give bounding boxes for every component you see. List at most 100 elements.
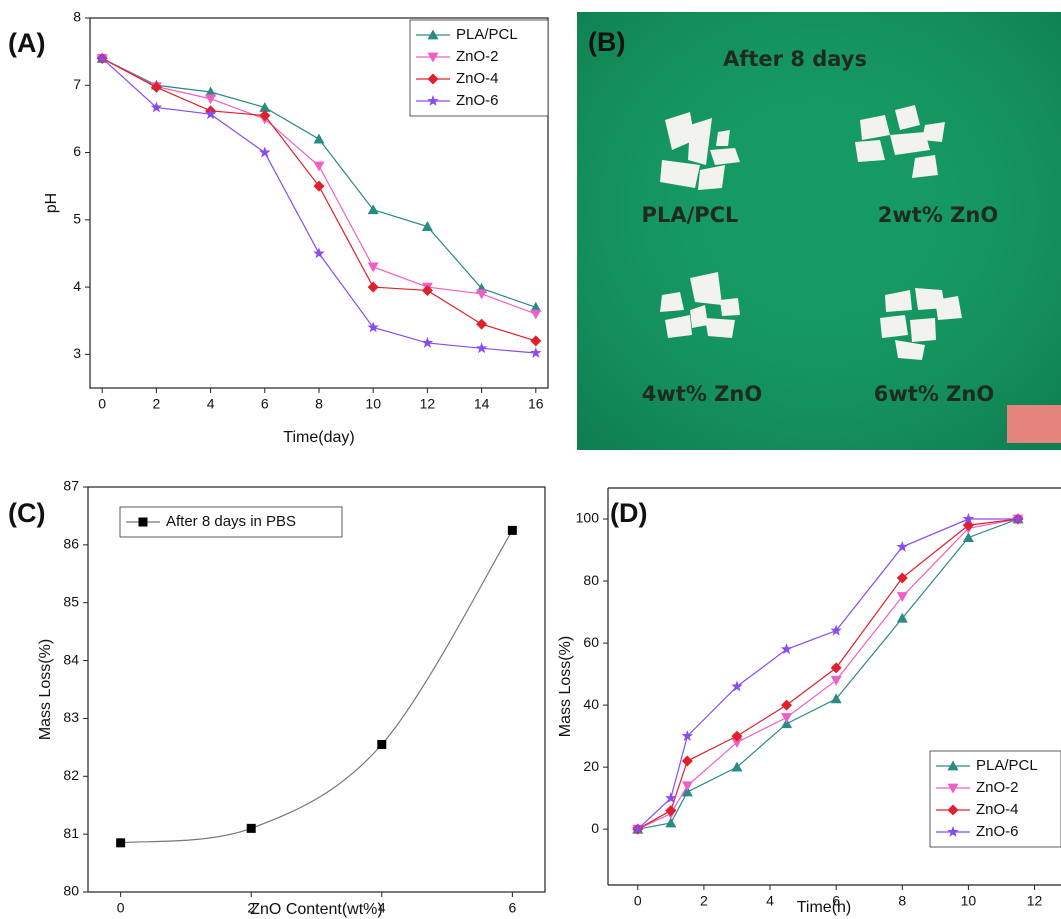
chart-panel: (A) 0 2 4 6 8 10 12 14 16 3 4 5 6 7 8 Time(day) pH PLA/PCL… <box>8 9 549 446</box>
marker <box>632 823 644 835</box>
marker <box>96 52 108 64</box>
sample-label: 6wt% ZnO <box>874 382 994 406</box>
marker <box>377 739 387 749</box>
fragment <box>688 118 712 165</box>
legend-label: ZnO-2 <box>456 48 499 65</box>
x-tick-label: 6 <box>508 900 516 916</box>
y-tick-label: 5 <box>73 211 81 227</box>
y-tick-label: 3 <box>73 345 81 361</box>
photo-panel: (B) After 8 days <box>577 12 1061 450</box>
fragment <box>660 160 700 188</box>
marker <box>421 284 433 296</box>
marker <box>507 525 517 535</box>
fragment <box>710 148 740 165</box>
x-tick-label: 6 <box>832 893 840 909</box>
y-tick-label: 40 <box>583 696 599 712</box>
y-tick-label: 86 <box>63 536 79 552</box>
marker <box>681 781 693 792</box>
chart-panel: (C) 0 2 4 6 80 81 82 83 84 85 86 87 ZnO Content(wt%) M… <box>8 478 546 918</box>
legend-marker <box>427 94 439 106</box>
legend-label: After 8 days in PBS <box>166 513 296 530</box>
panel-label: (D) <box>610 498 647 528</box>
x-tick-label: 12 <box>420 396 436 412</box>
y-tick-label: 20 <box>583 758 599 774</box>
legend: PLA/PCL ZnO-2 ZnO-4 ZnO-6 <box>929 750 1061 848</box>
marker <box>421 221 433 231</box>
x-tick-label: 0 <box>634 893 642 909</box>
x-tick-label: 12 <box>1027 893 1043 909</box>
scale-patch <box>1007 405 1061 443</box>
marker <box>476 289 488 300</box>
marker <box>367 262 379 273</box>
y-tick-label: 4 <box>73 278 81 294</box>
marker <box>259 101 271 112</box>
panel-label: (C) <box>8 498 45 528</box>
panel-label: (B) <box>588 27 625 57</box>
marker <box>367 321 379 333</box>
x-axis-title: Time(day) <box>283 429 354 446</box>
fragment <box>885 290 912 312</box>
marker <box>731 680 743 692</box>
legend-label: PLA/PCL <box>456 26 518 43</box>
y-axis-title: Mass Loss(%) <box>37 639 54 740</box>
marker <box>665 817 677 828</box>
y-tick-label: 0 <box>591 820 599 836</box>
y-tick-label: 8 <box>73 9 81 25</box>
marker <box>367 281 379 293</box>
x-tick-label: 2 <box>247 900 255 916</box>
legend-label: ZnO-6 <box>976 823 1019 840</box>
marker <box>530 301 542 312</box>
legend-marker <box>947 804 959 816</box>
legend-marker <box>427 29 439 40</box>
marker <box>731 730 743 742</box>
marker <box>665 792 677 804</box>
marker <box>896 592 908 603</box>
fragment <box>912 155 938 178</box>
y-tick-label: 7 <box>73 76 81 92</box>
marker <box>731 737 743 748</box>
y-tick-label: 85 <box>63 593 79 609</box>
legend-label: ZnO-4 <box>976 801 1019 818</box>
photo-caption: After 8 days <box>723 47 867 71</box>
y-tick-label: 81 <box>63 825 79 841</box>
series-line <box>120 530 513 844</box>
marker <box>781 699 793 711</box>
legend-label: ZnO-6 <box>456 92 499 109</box>
marker <box>681 730 694 742</box>
photo-shading <box>577 12 1061 450</box>
legend-marker <box>427 52 439 63</box>
marker <box>150 101 163 113</box>
y-tick-label: 83 <box>63 709 79 725</box>
x-tick-label: 14 <box>474 396 490 412</box>
y-axis-title: Mass Loss(%) <box>557 636 574 737</box>
y-tick-label: 87 <box>63 478 79 494</box>
sample-label: 4wt% ZnO <box>642 382 762 406</box>
marker <box>259 146 271 158</box>
marker <box>781 713 793 724</box>
marker <box>830 624 842 636</box>
legend-label: ZnO-2 <box>976 779 1019 796</box>
marker <box>830 662 842 674</box>
y-axis-title: pH <box>43 193 60 213</box>
y-tick-label: 100 <box>576 510 600 526</box>
fragment <box>935 296 962 320</box>
fragment <box>895 105 920 130</box>
marker <box>205 94 217 105</box>
fragment <box>720 298 740 316</box>
sample-fragments <box>660 105 962 360</box>
marker <box>421 336 434 348</box>
marker <box>681 786 693 797</box>
y-tick-label: 6 <box>73 143 81 159</box>
marker <box>830 693 842 704</box>
x-tick-label: 8 <box>898 893 906 909</box>
marker <box>530 309 542 320</box>
marker <box>116 838 126 848</box>
fragment <box>855 140 885 162</box>
x-tick-label: 4 <box>207 396 215 412</box>
fragment <box>690 272 722 305</box>
marker <box>204 108 217 120</box>
legend-marker <box>947 760 959 771</box>
fragment <box>660 292 684 312</box>
fragment <box>698 165 725 190</box>
x-tick-label: 4 <box>378 900 386 916</box>
